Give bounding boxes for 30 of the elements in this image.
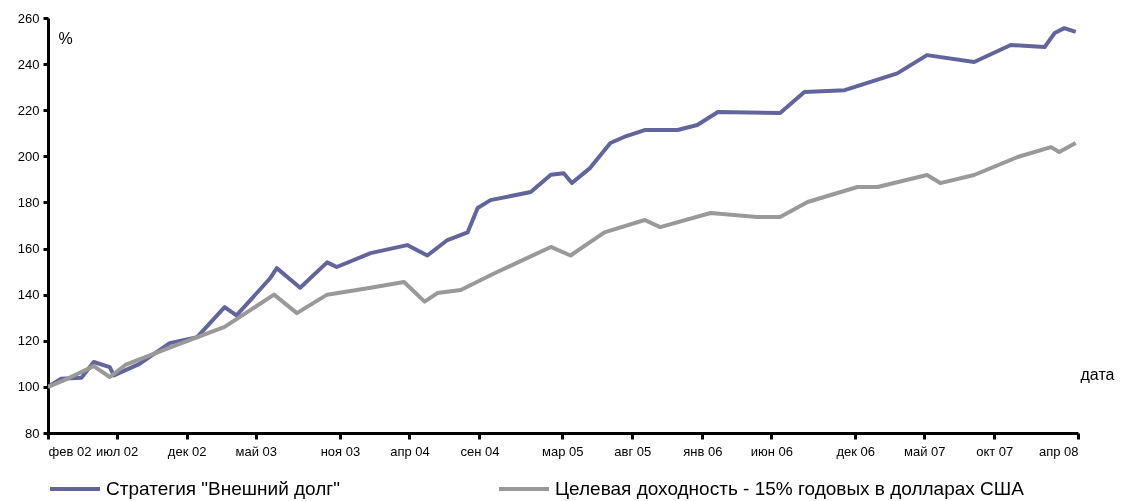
x-tick-label: ноя 03	[320, 443, 361, 459]
x-tick-label: сен 04	[460, 443, 500, 459]
y-tick-label: 200	[17, 148, 40, 164]
x-tick-label: окт 07	[976, 443, 1014, 459]
x-tick-label: май 03	[235, 443, 277, 459]
y-tick-label: 180	[17, 194, 40, 210]
y-axis-title: %	[58, 29, 73, 47]
x-tick-label: май 07	[904, 443, 946, 459]
legend-label: Целевая доходность - 15% годовых в долларах США	[555, 478, 1025, 499]
x-tick-label: июл 02	[95, 443, 139, 459]
x-axis-title: дата	[1080, 365, 1115, 383]
x-tick-label: апр 08	[1038, 443, 1079, 459]
y-tick-label: 220	[17, 102, 40, 118]
y-tick-label: 140	[17, 287, 40, 303]
legend-label: Стратегия "Внешний долг"	[106, 478, 341, 499]
x-tick-label: июн 06	[750, 443, 794, 459]
x-tick-label: авг 05	[614, 443, 652, 459]
y-tick-label: 160	[17, 241, 40, 257]
y-tick-label: 100	[17, 379, 40, 395]
x-tick-label: апр 04	[390, 443, 430, 459]
x-tick-label: фев 02	[48, 443, 92, 459]
y-tick-label: 260	[17, 10, 40, 26]
x-tick-label: янв 06	[683, 443, 723, 459]
x-tick-label: дек 02	[167, 443, 207, 459]
y-tick-label: 240	[17, 56, 40, 72]
y-tick-label: 80	[25, 425, 40, 441]
line-series	[48, 140, 1078, 389]
y-tick-label: 120	[17, 333, 40, 349]
x-tick-label: дек 06	[836, 443, 875, 459]
x-tick-label: мар 05	[542, 443, 584, 459]
